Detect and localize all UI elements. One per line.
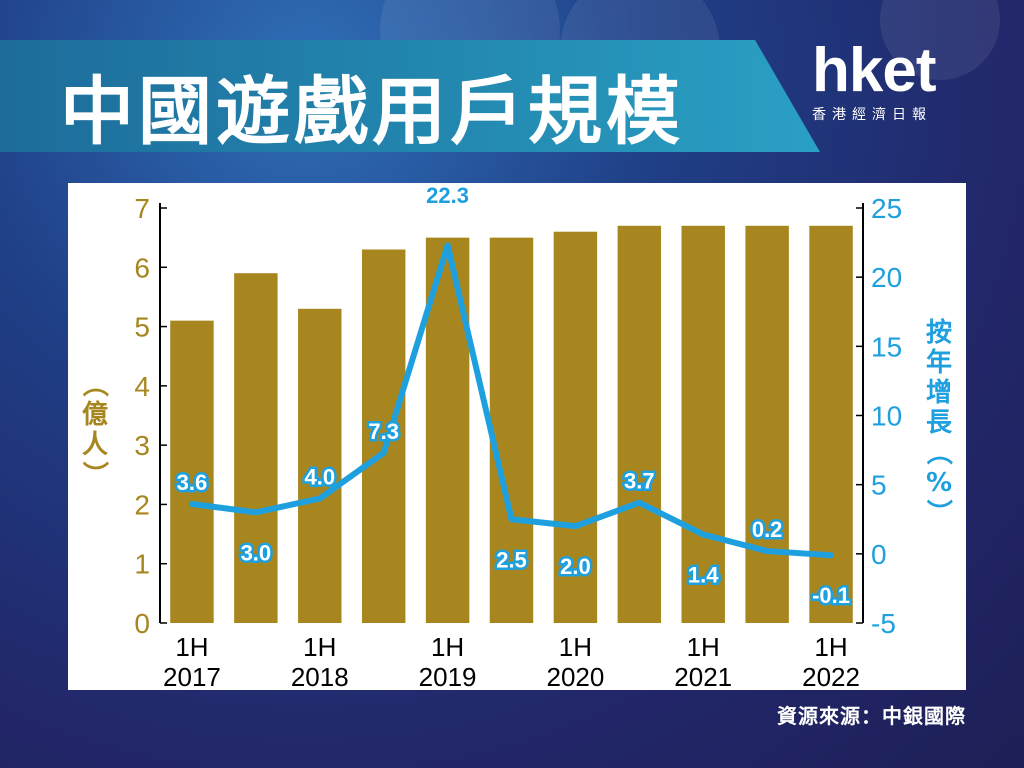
x-tick-label-bottom: 2017 xyxy=(163,662,221,690)
chart-panel: 0 1 2 3 4 5 6 7 -5 0 5 10 15 20 25 （億人）按年增長（%） 3.6 3.0 4.0… xyxy=(68,183,966,690)
left-tick-label: 5 xyxy=(134,312,150,343)
right-axis-title: 長 xyxy=(926,408,953,438)
right-tick-label: 10 xyxy=(871,401,902,432)
left-tick-label: 4 xyxy=(134,371,150,402)
left-tick-label: 6 xyxy=(134,252,150,283)
bar xyxy=(617,225,662,623)
x-tick-label-top: 1H xyxy=(175,632,208,662)
left-tick-label: 0 xyxy=(134,608,150,639)
right-axis-title: 年 xyxy=(926,347,952,378)
title-band xyxy=(0,40,820,152)
x-tick-label-bottom: 2021 xyxy=(674,662,732,690)
hket-logo: hket 香港經濟日報 xyxy=(812,40,982,124)
data-label: 3.7 xyxy=(624,469,655,494)
bar xyxy=(234,273,278,623)
growth-line xyxy=(188,242,835,559)
x-tick-label-top: 1H xyxy=(814,632,847,662)
bar xyxy=(681,225,725,623)
left-axis-title: ） xyxy=(79,461,109,487)
x-tick-label-bottom: 2019 xyxy=(419,662,477,690)
source-note: 資源來源：中銀國際 xyxy=(777,704,966,728)
x-tick-label-bottom: 2020 xyxy=(546,662,604,690)
right-tick-label: 25 xyxy=(871,193,902,224)
right-axis-title: （ xyxy=(923,439,953,465)
right-tick-label: 0 xyxy=(871,539,887,570)
page-title: 中國遊戲用戶規模 xyxy=(60,69,684,155)
right-tick-label: -5 xyxy=(871,608,896,639)
data-label: -0.1 xyxy=(812,583,850,608)
x-tick-label-bottom: 2022 xyxy=(802,662,860,690)
left-tick-label: 7 xyxy=(134,193,150,224)
combo-chart: 01234567-50510152025（億人）按年增長（%）3.63.04.0… xyxy=(79,183,953,690)
data-label: 1.4 xyxy=(688,562,719,587)
data-label: 2.0 xyxy=(560,554,591,579)
bar xyxy=(170,320,214,623)
data-label: 3.0 xyxy=(241,540,272,565)
data-label: 22.3 xyxy=(426,183,469,208)
right-tick-label: 5 xyxy=(871,470,887,501)
logo-subtitle: 香港經濟日報 xyxy=(812,107,932,123)
left-axis-title: 人 xyxy=(82,430,108,460)
bar xyxy=(361,249,406,623)
data-label: 2.5 xyxy=(496,547,527,572)
right-axis-title: 按 xyxy=(926,317,952,348)
left-tick-label: 3 xyxy=(134,430,150,461)
left-axis-title: 億 xyxy=(82,400,108,430)
x-tick-label-top: 1H xyxy=(303,632,336,662)
right-axis-title: ） xyxy=(923,499,953,525)
bar xyxy=(745,225,789,623)
bar xyxy=(298,308,342,623)
data-label: 7.3 xyxy=(368,419,399,444)
right-axis-title: 增 xyxy=(926,377,952,408)
left-axis-title: （ xyxy=(79,371,109,397)
data-label: 3.6 xyxy=(177,470,208,495)
left-tick-label: 1 xyxy=(134,549,150,580)
x-tick-label-top: 1H xyxy=(687,632,720,662)
x-tick-label-top: 1H xyxy=(559,632,592,662)
right-axis-title: % xyxy=(926,468,952,498)
data-label: 0.2 xyxy=(752,517,783,542)
x-tick-label-bottom: 2018 xyxy=(291,662,349,690)
right-tick-label: 20 xyxy=(871,262,902,293)
logo-wordmark: hket xyxy=(812,36,936,105)
right-tick-label: 15 xyxy=(871,331,902,362)
left-tick-label: 2 xyxy=(134,489,150,520)
x-tick-label-top: 1H xyxy=(431,632,464,662)
bar xyxy=(809,225,853,623)
bar xyxy=(489,237,534,623)
data-label: 4.0 xyxy=(304,465,335,490)
bar xyxy=(553,231,598,623)
